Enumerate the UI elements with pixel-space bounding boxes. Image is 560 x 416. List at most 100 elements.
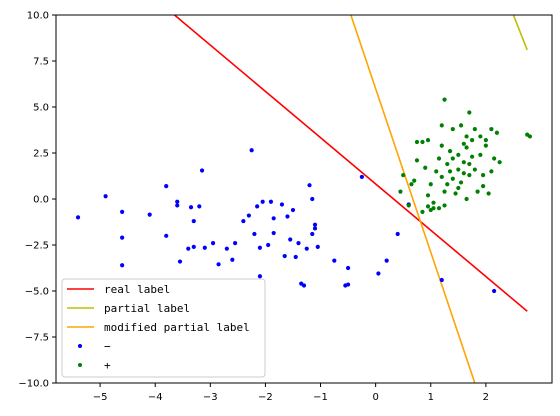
point-negative bbox=[175, 203, 180, 208]
point-negative bbox=[439, 277, 444, 283]
point-negative bbox=[307, 183, 312, 188]
legend-box bbox=[61, 278, 266, 378]
point-negative bbox=[255, 204, 260, 209]
point-positive bbox=[431, 200, 436, 205]
point-positive bbox=[458, 180, 464, 185]
point-positive bbox=[469, 138, 475, 143]
point-positive bbox=[450, 176, 455, 181]
y-tick-label: 5.0 bbox=[33, 103, 49, 114]
point-negative bbox=[271, 230, 276, 236]
point-positive bbox=[461, 160, 466, 165]
point-negative bbox=[290, 207, 296, 213]
point-negative bbox=[249, 148, 254, 153]
point-negative bbox=[384, 258, 389, 263]
point-negative bbox=[120, 235, 125, 240]
legend-positive-marker bbox=[78, 363, 82, 367]
x-tick-label: −3 bbox=[203, 392, 218, 403]
point-positive bbox=[442, 97, 447, 102]
point-negative bbox=[175, 199, 180, 204]
point-positive bbox=[489, 169, 494, 174]
point-negative bbox=[301, 283, 307, 288]
legend-negative-label: − bbox=[104, 340, 111, 353]
point-negative bbox=[285, 214, 290, 219]
point-negative bbox=[252, 231, 257, 237]
point-positive bbox=[409, 182, 414, 187]
point-positive bbox=[467, 161, 472, 167]
y-tick-label: −5.0 bbox=[25, 287, 49, 298]
point-positive bbox=[447, 149, 453, 154]
point-negative bbox=[120, 209, 125, 214]
point-positive bbox=[401, 172, 406, 178]
point-negative bbox=[197, 204, 202, 209]
point-negative bbox=[75, 215, 81, 220]
point-negative bbox=[279, 202, 285, 207]
x-tick-label: 1 bbox=[428, 392, 434, 403]
point-positive bbox=[467, 172, 472, 178]
point-negative bbox=[186, 246, 191, 251]
legend: real label partial label modified partia… bbox=[61, 278, 266, 378]
point-negative bbox=[210, 241, 216, 246]
point-negative bbox=[266, 242, 271, 248]
y-tick-label: 0.0 bbox=[33, 195, 49, 206]
y-tick-label: 10.0 bbox=[27, 11, 49, 22]
point-negative bbox=[315, 244, 320, 249]
x-tick-label: −1 bbox=[313, 392, 328, 403]
y-tick-label: −7.5 bbox=[25, 333, 49, 344]
point-positive bbox=[481, 172, 486, 178]
point-negative bbox=[103, 194, 108, 199]
point-negative bbox=[188, 205, 194, 210]
line-modified-partial-label bbox=[350, 15, 476, 383]
point-positive bbox=[527, 134, 533, 139]
point-positive bbox=[450, 156, 455, 161]
point-negative bbox=[164, 233, 169, 238]
line-layer bbox=[173, 15, 528, 383]
point-negative bbox=[288, 237, 293, 242]
point-negative bbox=[177, 259, 183, 264]
point-positive bbox=[436, 206, 442, 211]
point-negative bbox=[268, 199, 274, 204]
x-tick-label: 2 bbox=[483, 392, 489, 403]
point-positive bbox=[483, 138, 488, 143]
point-positive bbox=[461, 171, 466, 176]
legend-modified-partial-label: modified partial label bbox=[104, 321, 250, 334]
point-positive bbox=[450, 126, 455, 132]
point-positive bbox=[475, 189, 480, 194]
y-tick-label: 7.5 bbox=[33, 57, 49, 68]
point-positive bbox=[497, 160, 502, 165]
legend-positive-label: + bbox=[104, 359, 111, 372]
point-negative bbox=[310, 196, 315, 202]
point-positive bbox=[464, 134, 469, 139]
point-positive bbox=[420, 209, 425, 214]
point-positive bbox=[467, 110, 472, 115]
point-positive bbox=[464, 196, 469, 202]
point-positive bbox=[483, 143, 488, 148]
point-positive bbox=[412, 178, 417, 183]
x-tick-label: −2 bbox=[258, 392, 273, 403]
point-positive bbox=[439, 174, 444, 180]
point-negative bbox=[216, 262, 221, 267]
point-positive bbox=[445, 161, 450, 167]
line-partial-label bbox=[512, 15, 528, 51]
x-tick-label: 0 bbox=[372, 392, 378, 403]
point-negative bbox=[230, 257, 235, 262]
point-negative bbox=[233, 241, 238, 246]
point-positive bbox=[456, 185, 461, 191]
point-positive bbox=[425, 138, 431, 143]
point-positive bbox=[464, 145, 469, 150]
line-real-label bbox=[173, 15, 528, 312]
point-positive bbox=[453, 191, 458, 196]
plot-area bbox=[75, 15, 533, 383]
point-positive bbox=[478, 152, 483, 157]
point-positive bbox=[461, 141, 466, 146]
point-positive bbox=[428, 182, 433, 187]
x-tick-label: −5 bbox=[93, 392, 108, 403]
point-positive bbox=[456, 152, 461, 157]
point-positive bbox=[420, 139, 425, 145]
y-axis: 10.0 7.5 5.0 2.5 0.0 −2.5 −5.0 −7.5 −10.0 bbox=[18, 11, 56, 390]
point-positive bbox=[434, 169, 439, 174]
y-tick-label: −10.0 bbox=[18, 379, 49, 390]
point-positive bbox=[469, 154, 475, 159]
point-positive bbox=[425, 193, 431, 198]
point-positive bbox=[458, 123, 464, 128]
